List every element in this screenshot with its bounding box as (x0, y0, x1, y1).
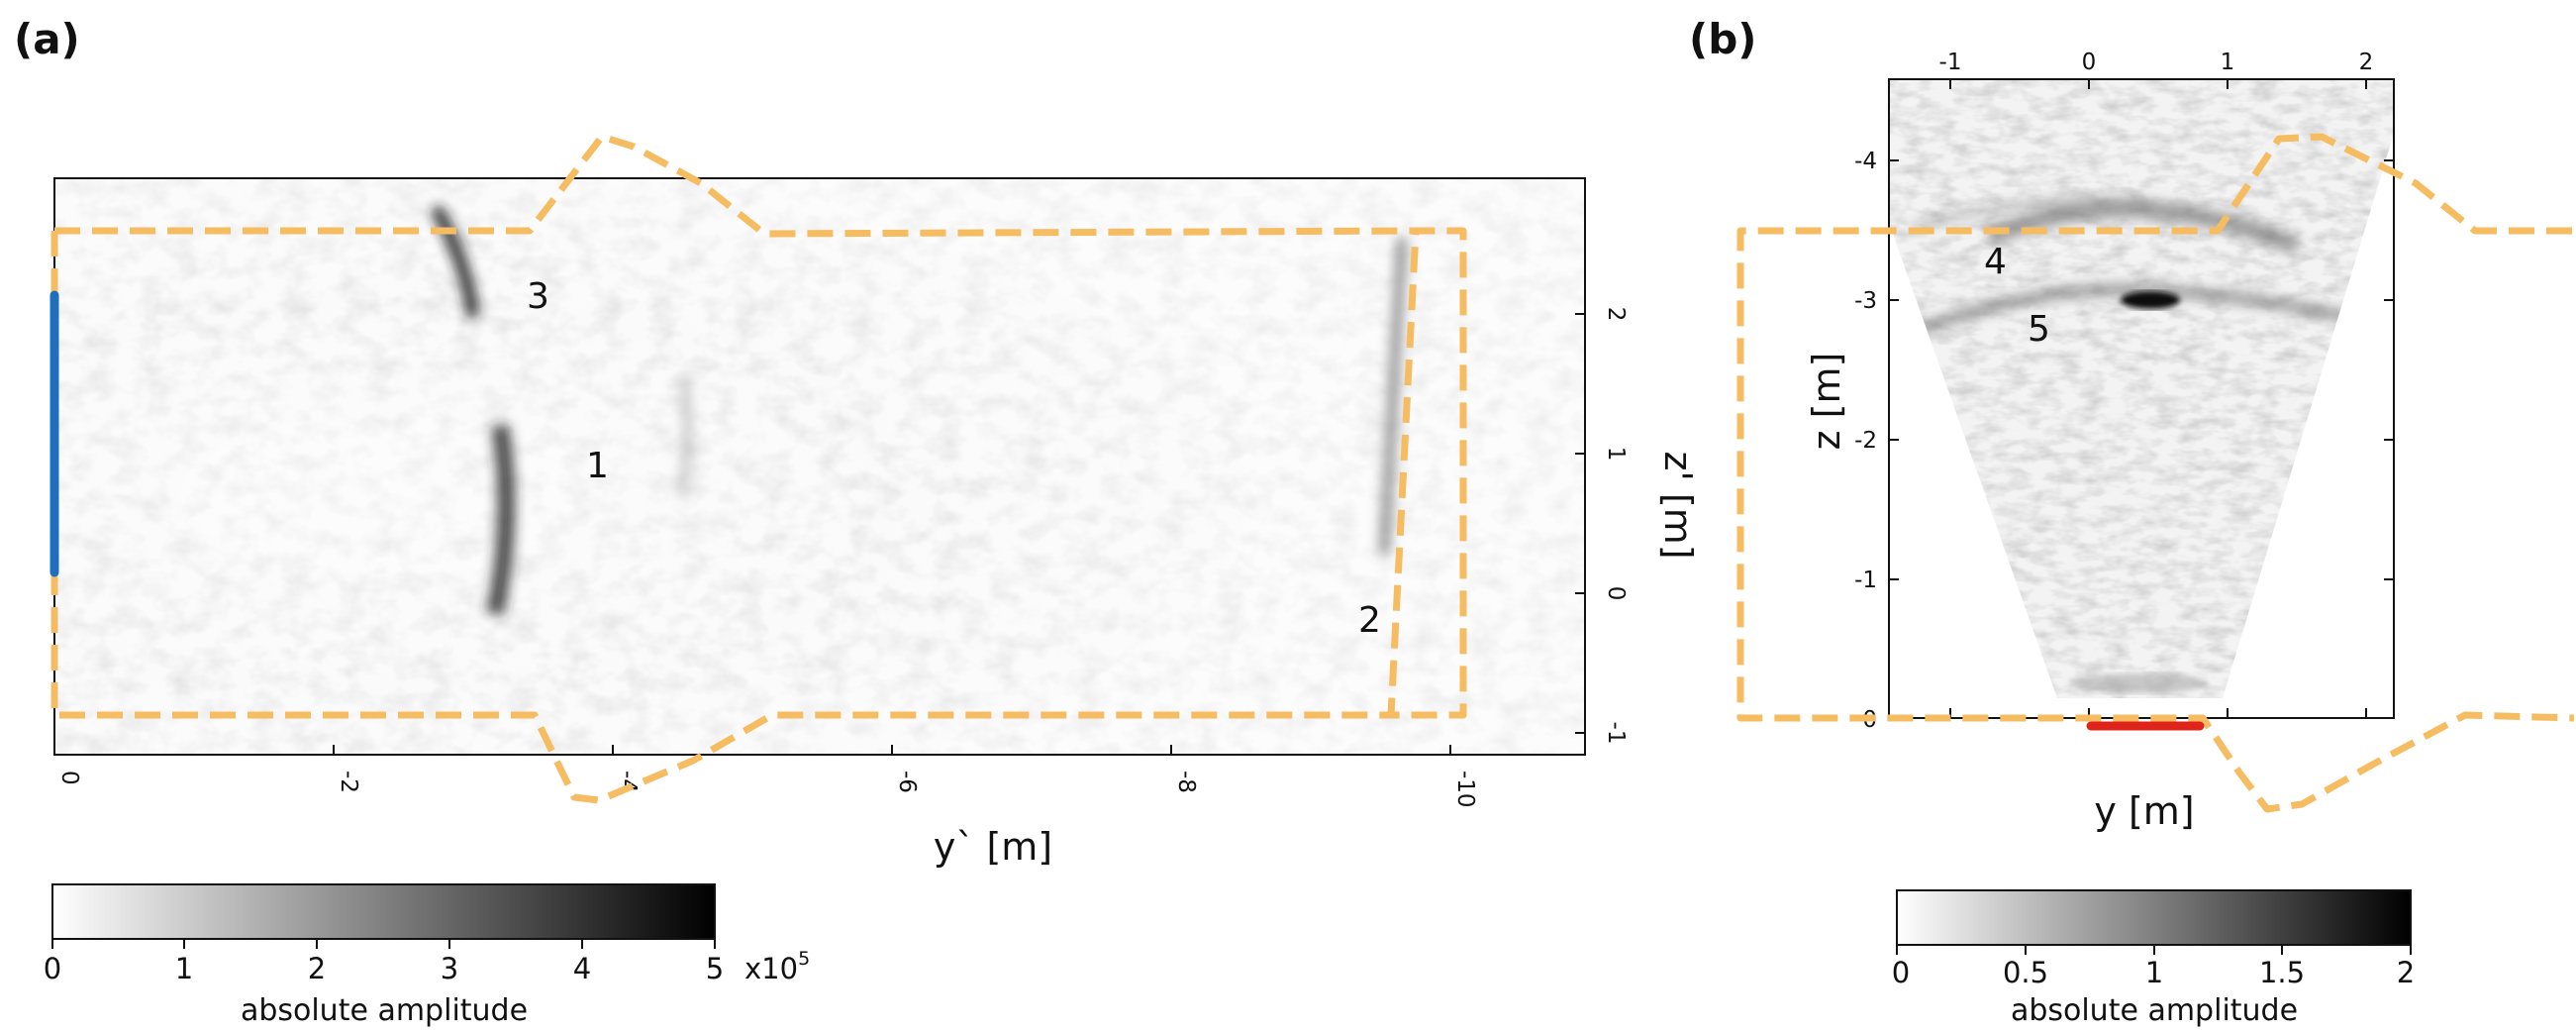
y-tick: 0 (1603, 586, 1629, 601)
x-tick: 0 (2082, 50, 2097, 75)
y-tick: -1 (1603, 722, 1629, 745)
colorbar-a-tick: 3 (441, 952, 458, 985)
colorbar-a-tick: 0 (44, 952, 61, 985)
colorbar-b-tick: 2 (2397, 956, 2415, 989)
feature-marker: 3 (527, 276, 549, 317)
feature-marker: 5 (2028, 309, 2050, 350)
panel-b-label: (b) (1689, 15, 1756, 63)
colorbar-b-label: absolute amplitude (2011, 993, 2298, 1028)
colorbar-b: 0 0.5 1 1.5 2 absolute amplitude (1892, 889, 2415, 1028)
y-axis-label: z' [m] (1656, 451, 1700, 559)
y-tick: -2 (1854, 428, 1877, 454)
panel-b-frame (1888, 78, 2395, 719)
colorbar-a-tick: 5 (706, 952, 724, 985)
panel-b-image (1889, 79, 2394, 718)
y-axis-label: z [m] (1805, 353, 1848, 451)
feature-marker: 4 (1984, 242, 2007, 282)
panel-b-x-ticks: -1 0 1 2 (1939, 50, 2374, 718)
colorbar-a-multiplier: x105 (744, 948, 810, 985)
colorbar-b-tick: 1 (2145, 956, 2163, 989)
colorbar-a-tick: 1 (175, 952, 193, 985)
panel-b: (b) (1689, 15, 2575, 1028)
x-tick: -10 (1452, 771, 1478, 808)
y-tick: 2 (1603, 307, 1629, 322)
x-tick: -1 (1939, 50, 1962, 75)
colorbar-a-tick: 4 (573, 952, 591, 985)
colorbar-b-tick: 1.5 (2259, 956, 2305, 989)
feature-marker: 2 (1358, 600, 1381, 641)
y-tick: -1 (1854, 568, 1877, 593)
x-tick: 2 (2359, 50, 2374, 75)
colorbar-b-tick: 0.5 (2003, 956, 2048, 989)
panel-a-label: (a) (14, 15, 80, 63)
x-tick: -2 (336, 771, 361, 793)
panel-a-x-ticks: 0 -2 -4 -6 -8 -10 (53, 745, 1478, 808)
x-tick: -6 (894, 771, 920, 793)
colorbar-a-gradient (51, 883, 716, 940)
panel-a: (a) 0 -2 -4 -6 -8 -10 (14, 15, 1700, 1028)
geometry-outline (50, 133, 1467, 804)
colorbar-a-label: absolute amplitude (241, 993, 528, 1028)
feature-marker: 1 (586, 446, 609, 486)
colorbar-b-gradient (1896, 889, 2412, 946)
colorbar-a: 0 1 2 3 4 5 x105 absolute amplitude (44, 883, 810, 1028)
panel-a-y-ticks: -1 0 1 2 (1575, 307, 1629, 745)
x-tick: -8 (1173, 771, 1199, 793)
x-axis-label: y` [m] (934, 825, 1052, 869)
colorbar-b-tick: 0 (1892, 956, 1910, 989)
x-axis-label: y [m] (2094, 789, 2194, 833)
y-tick: 1 (1603, 447, 1629, 462)
tunnel-outline (1736, 133, 2575, 813)
y-tick: -4 (1854, 149, 1877, 174)
x-tick: 1 (2221, 50, 2235, 75)
colorbar-a-tick: 2 (308, 952, 326, 985)
panel-b-y-ticks: -4 -3 -2 -1 0 (1854, 149, 2394, 733)
x-tick: 0 (56, 771, 82, 785)
panel-a-image (54, 178, 1585, 755)
y-tick: -3 (1854, 288, 1877, 314)
